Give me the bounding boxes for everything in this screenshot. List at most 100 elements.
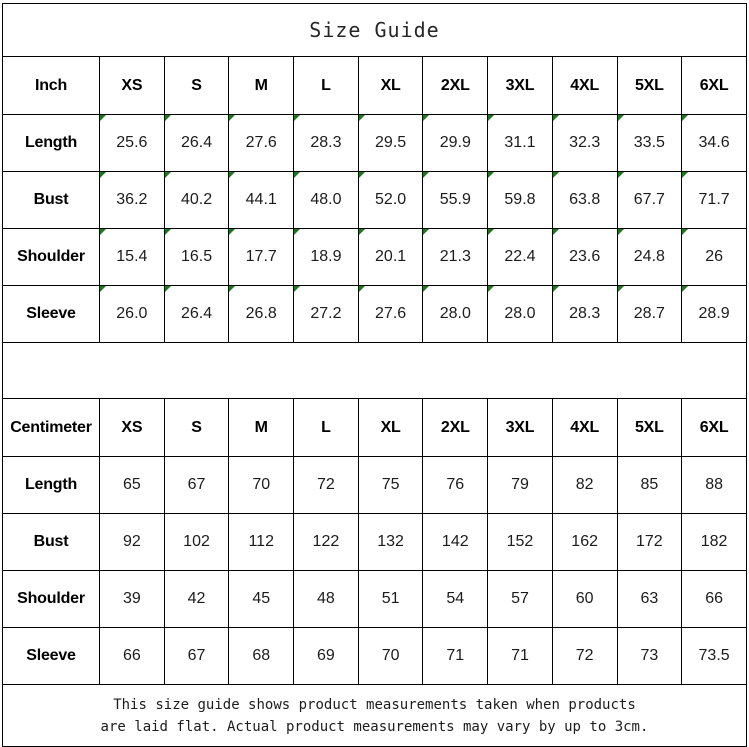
size-header-2xl: 2XL bbox=[422, 56, 489, 115]
measurement-cell: 27.6 bbox=[357, 285, 424, 343]
measurement-cell: 66 bbox=[99, 627, 165, 685]
size-header-l: L bbox=[293, 56, 359, 115]
measurement-cell: 132 bbox=[357, 513, 424, 571]
measurement-cell: 39 bbox=[99, 570, 165, 628]
measurement-cell: 52.0 bbox=[357, 171, 424, 229]
measurement-cell: 67 bbox=[163, 456, 230, 514]
title-row: Size Guide bbox=[2, 3, 747, 57]
measurement-cell: 26.8 bbox=[228, 285, 295, 343]
measurement-cell: 17.7 bbox=[228, 228, 295, 286]
measurement-cell: 112 bbox=[228, 513, 295, 571]
measurement-cell: 79 bbox=[487, 456, 553, 514]
table-row: Length 65 67 70 72 75 76 79 82 85 88 bbox=[2, 456, 747, 514]
measurement-cell: 67.7 bbox=[616, 171, 683, 229]
measurement-cell: 73 bbox=[616, 627, 683, 685]
measurement-cell: 72 bbox=[293, 456, 359, 514]
size-guide-container: Size Guide Inch XS S M L XL 2XL 3XL 4XL 5XL 6XL Leng… bbox=[2, 3, 747, 747]
measurement-cell: 76 bbox=[422, 456, 489, 514]
measurement-cell: 71 bbox=[422, 627, 489, 685]
measurement-cell: 71 bbox=[487, 627, 553, 685]
measurement-cell: 142 bbox=[422, 513, 489, 571]
size-guide-table: Size Guide Inch XS S M L XL 2XL 3XL 4XL 5XL 6XL Leng… bbox=[2, 3, 747, 747]
measurement-cell: 75 bbox=[357, 456, 424, 514]
measurement-cell: 71.7 bbox=[681, 171, 747, 229]
row-label-shoulder: Shoulder bbox=[2, 228, 100, 286]
measurement-cell: 20.1 bbox=[357, 228, 424, 286]
measurement-cell: 162 bbox=[551, 513, 618, 571]
size-header-6xl: 6XL bbox=[681, 56, 747, 115]
row-label-shoulder: Shoulder bbox=[2, 570, 100, 628]
size-header-s: S bbox=[163, 56, 230, 115]
measurement-cell: 172 bbox=[616, 513, 683, 571]
measurement-cell: 65 bbox=[99, 456, 165, 514]
measurement-cell: 27.6 bbox=[228, 114, 295, 172]
size-header-4xl: 4XL bbox=[551, 56, 618, 115]
measurement-cell: 72 bbox=[551, 627, 618, 685]
measurement-cell: 68 bbox=[228, 627, 295, 685]
measurement-cell: 26.4 bbox=[163, 114, 230, 172]
measurement-cell: 34.6 bbox=[681, 114, 747, 172]
measurement-cell: 28.3 bbox=[293, 114, 359, 172]
table-row: Sleeve 66 67 68 69 70 71 71 72 73 73.5 bbox=[2, 627, 747, 685]
measurement-cell: 59.8 bbox=[487, 171, 553, 229]
row-label-bust: Bust bbox=[2, 513, 100, 571]
header-row-inch: Inch XS S M L XL 2XL 3XL 4XL 5XL 6XL bbox=[2, 56, 747, 115]
size-header-xl: XL bbox=[357, 398, 424, 457]
row-label-length: Length bbox=[2, 114, 100, 172]
size-header-s: S bbox=[163, 398, 230, 457]
unit-header-centimeter: Centimeter bbox=[2, 398, 100, 457]
table-row: Sleeve 26.0 26.4 26.8 27.2 27.6 28.0 28.0 28.3 28… bbox=[2, 285, 747, 343]
measurement-cell: 26 bbox=[681, 228, 747, 286]
measurement-cell: 40.2 bbox=[163, 171, 230, 229]
size-header-2xl: 2XL bbox=[422, 398, 489, 457]
size-header-6xl: 6XL bbox=[681, 398, 747, 457]
measurement-cell: 32.3 bbox=[551, 114, 618, 172]
measurement-cell: 28.9 bbox=[681, 285, 747, 343]
size-guide-body: Size Guide Inch XS S M L XL 2XL 3XL 4XL 5XL 6XL Leng… bbox=[2, 3, 747, 747]
measurement-cell: 102 bbox=[163, 513, 230, 571]
table-row: Shoulder 15.4 16.5 17.7 18.9 20.1 21.3 22.4 23.6… bbox=[2, 228, 747, 286]
measurement-cell: 36.2 bbox=[99, 171, 165, 229]
measurement-cell: 85 bbox=[616, 456, 683, 514]
measurement-cell: 48.0 bbox=[293, 171, 359, 229]
table-spacer-row bbox=[2, 342, 747, 399]
size-header-xl: XL bbox=[357, 56, 424, 115]
measurement-cell: 31.1 bbox=[487, 114, 553, 172]
row-label-sleeve: Sleeve bbox=[2, 627, 100, 685]
measurement-cell: 28.0 bbox=[422, 285, 489, 343]
measurement-cell: 25.6 bbox=[99, 114, 165, 172]
measurement-cell: 182 bbox=[681, 513, 747, 571]
measurement-cell: 122 bbox=[293, 513, 359, 571]
measurement-cell: 44.1 bbox=[228, 171, 295, 229]
measurement-cell: 88 bbox=[681, 456, 747, 514]
size-header-4xl: 4XL bbox=[551, 398, 618, 457]
footnote-line-2: are laid flat. Actual product measuremen… bbox=[100, 718, 649, 735]
measurement-cell: 55.9 bbox=[422, 171, 489, 229]
table-row: Bust 92 102 112 122 132 142 152 162 172 182 bbox=[2, 513, 747, 571]
measurement-cell: 70 bbox=[228, 456, 295, 514]
size-header-m: M bbox=[228, 398, 295, 457]
table-spacer-cell bbox=[2, 342, 747, 399]
measurement-cell: 26.0 bbox=[99, 285, 165, 343]
measurement-cell: 33.5 bbox=[616, 114, 683, 172]
row-label-sleeve: Sleeve bbox=[2, 285, 100, 343]
size-header-xs: XS bbox=[99, 398, 165, 457]
measurement-cell: 26.4 bbox=[163, 285, 230, 343]
size-header-l: L bbox=[293, 398, 359, 457]
table-row: Bust 36.2 40.2 44.1 48.0 52.0 55.9 59.8 63.8 67.7… bbox=[2, 171, 747, 229]
table-row: Length 25.6 26.4 27.6 28.3 29.5 29.9 31.1 32.3 33… bbox=[2, 114, 747, 172]
size-header-5xl: 5XL bbox=[616, 56, 683, 115]
measurement-cell: 22.4 bbox=[487, 228, 553, 286]
measurement-cell: 24.8 bbox=[616, 228, 683, 286]
measurement-cell: 27.2 bbox=[293, 285, 359, 343]
measurement-cell: 28.0 bbox=[487, 285, 553, 343]
measurement-cell: 45 bbox=[228, 570, 295, 628]
measurement-cell: 29.5 bbox=[357, 114, 424, 172]
footnote: This size guide shows product measuremen… bbox=[2, 684, 747, 747]
measurement-cell: 73.5 bbox=[681, 627, 747, 685]
header-row-centimeter: Centimeter XS S M L XL 2XL 3XL 4XL 5XL 6XL bbox=[2, 398, 747, 457]
measurement-cell: 42 bbox=[163, 570, 230, 628]
measurement-cell: 18.9 bbox=[293, 228, 359, 286]
measurement-cell: 69 bbox=[293, 627, 359, 685]
measurement-cell: 48 bbox=[293, 570, 359, 628]
